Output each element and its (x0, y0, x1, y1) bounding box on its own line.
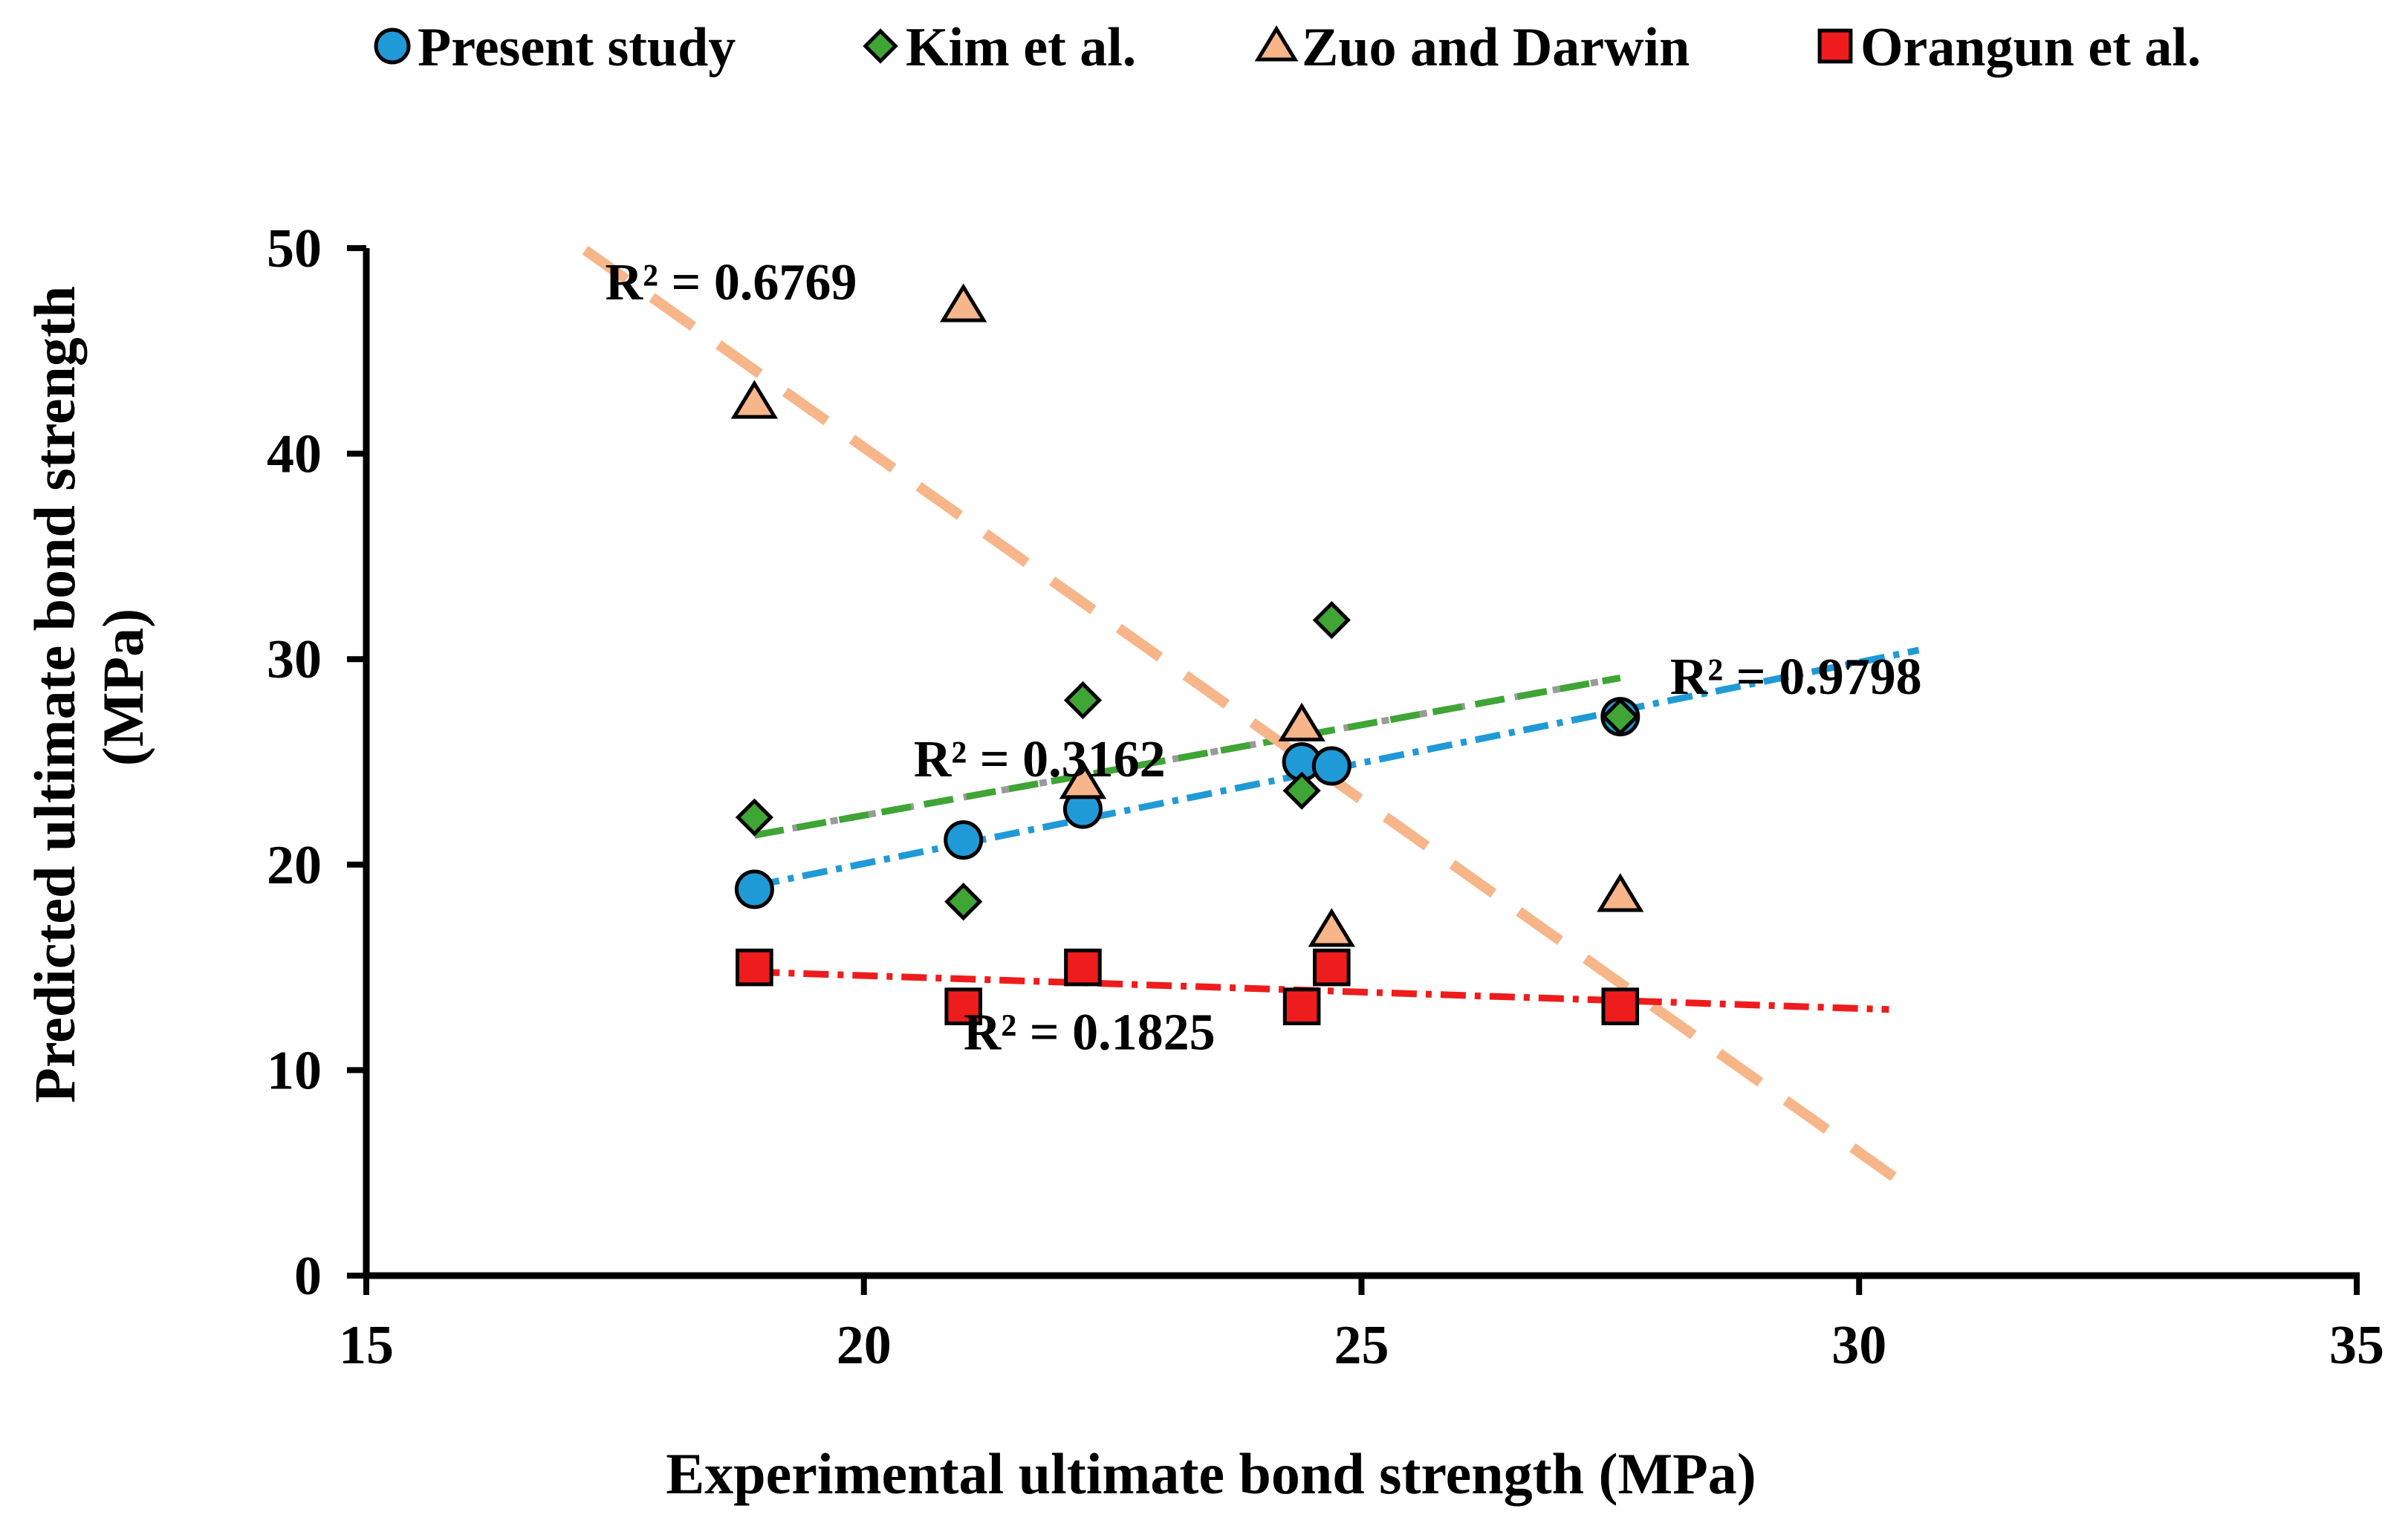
y-axis-title-line-2: (MPa) (91, 608, 155, 766)
y-tick-label: 30 (267, 629, 322, 690)
point-kim-et-al (1063, 681, 1103, 720)
x-tick-label: 25 (1334, 1315, 1389, 1376)
y-tick-label: 50 (267, 218, 322, 279)
legend-label: Zuo and Darwin (1302, 17, 1690, 78)
y-tick-label: 0 (294, 1246, 322, 1307)
legend-marker-kim-et-al (863, 28, 898, 64)
point-zuo-and-darwin (1308, 908, 1355, 947)
point-zuo-and-darwin (940, 283, 987, 322)
x-axis-title: Experimental ultimate bond strength (MPa… (666, 1441, 1756, 1506)
legend-marker-present-study (374, 27, 411, 65)
data-points (730, 283, 1644, 1025)
trendline-kim-et-al (753, 674, 1621, 839)
legend-marker-zuo-and-darwin (1254, 25, 1299, 62)
point-zuo-and-darwin (1278, 702, 1325, 741)
r2-label: R² = 0.3162 (914, 731, 1166, 788)
point-present-study (944, 820, 984, 860)
point-orangun-et-al (736, 948, 773, 987)
point-kim-et-al (1282, 771, 1321, 810)
x-tick-label: 35 (2329, 1315, 2384, 1376)
point-kim-et-al (944, 882, 983, 921)
legend-item-kim-et-al: Kim et al. (863, 17, 1136, 78)
y-axis-title: Predicted ultimate bond strength (MPa) (22, 271, 155, 1103)
trendline-orangun-et-al (754, 968, 1889, 1013)
point-present-study (1311, 746, 1351, 786)
legend-item-zuo-and-darwin: Zuo and Darwin (1254, 17, 1690, 78)
x-tick-label: 15 (339, 1315, 394, 1376)
point-zuo-and-darwin (1059, 760, 1107, 799)
y-axis-title-line-1: Predicted ultimate bond strength (22, 286, 87, 1103)
point-zuo-and-darwin (1597, 873, 1644, 912)
ticks: 0 10 20 30 40 50 15 20 25 30 35 (267, 218, 2384, 1376)
point-kim-et-al (1601, 698, 1640, 736)
point-present-study (734, 869, 774, 909)
y-tick-label: 10 (267, 1040, 322, 1101)
r2-label: R² = 0.6769 (605, 254, 857, 311)
r2-annotations: R² = 0.6769 R² = 0.3162 R² = 0.9798 R² = 0.… (605, 254, 1921, 1062)
point-zuo-and-darwin (730, 380, 779, 419)
point-kim-et-al (1312, 601, 1351, 640)
point-orangun-et-al (1313, 948, 1351, 987)
r2-label: R² = 0.1825 (964, 1004, 1216, 1062)
legend-label: Orangun et al. (1860, 17, 2201, 78)
legend: Present study Kim et al. Zuo and Darwin Ora… (374, 17, 2201, 78)
point-orangun-et-al (1282, 987, 1321, 1025)
y-tick-label: 20 (267, 835, 322, 896)
x-tick-label: 20 (837, 1315, 892, 1376)
legend-label: Present study (418, 17, 736, 78)
legend-marker-orangun-et-al (1817, 28, 1853, 64)
trendline-zuo-and-darwin (582, 245, 1922, 1199)
axes (363, 248, 2360, 1279)
y-tick-label: 40 (267, 424, 322, 485)
point-orangun-et-al (1064, 948, 1102, 987)
legend-item-orangun-et-al: Orangun et al. (1817, 17, 2201, 78)
legend-label: Kim et al. (906, 17, 1136, 78)
x-tick-label: 30 (1831, 1315, 1886, 1376)
point-kim-et-al (735, 798, 774, 837)
trendlines (582, 245, 1922, 1199)
r2-label: R² = 0.9798 (1670, 649, 1922, 706)
point-orangun-et-al (944, 987, 983, 1025)
point-orangun-et-al (1601, 987, 1640, 1025)
legend-item-present-study: Present study (374, 17, 736, 78)
